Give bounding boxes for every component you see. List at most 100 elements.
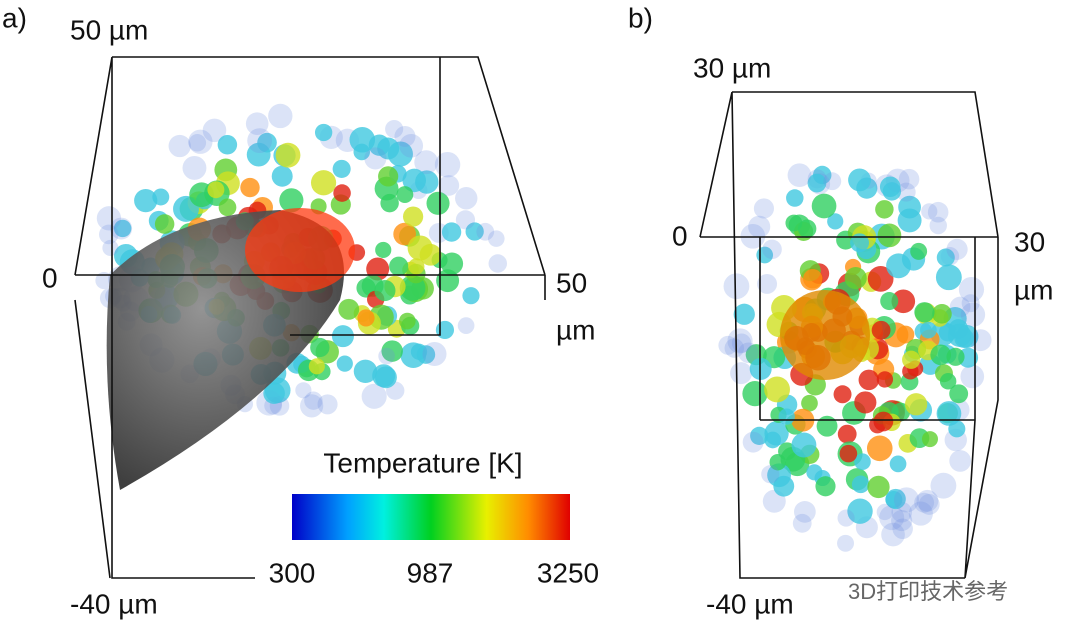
particle (875, 200, 894, 219)
particle (837, 509, 855, 527)
particle (949, 450, 972, 472)
particle (889, 455, 907, 473)
particle (839, 444, 858, 463)
particle (946, 238, 968, 260)
particle (873, 411, 894, 432)
particle (488, 230, 505, 247)
particle (930, 344, 952, 366)
axis-label: µm (1014, 274, 1053, 305)
particle (202, 118, 227, 143)
axis-label: 30 (1014, 226, 1045, 257)
particle (871, 320, 891, 340)
particle (896, 182, 916, 202)
particle (762, 239, 782, 260)
particle (764, 431, 782, 449)
particle (389, 256, 409, 276)
particle (357, 309, 375, 327)
particle (364, 147, 387, 170)
particle (891, 289, 916, 314)
particle (338, 298, 360, 320)
particle (816, 415, 838, 437)
colorbar-label: 300 (269, 557, 316, 588)
particle (851, 475, 870, 494)
particle (182, 156, 207, 180)
particle (935, 264, 962, 291)
particle (99, 224, 119, 245)
particle (921, 203, 938, 220)
colorbar-title: Temperature [K] (323, 447, 522, 478)
particle (854, 453, 871, 471)
particle (96, 206, 122, 231)
particle (893, 487, 920, 513)
particle (154, 214, 175, 234)
particle (393, 222, 416, 246)
particle (961, 294, 980, 313)
particle (876, 503, 894, 521)
particle (279, 188, 304, 213)
particle (801, 394, 818, 412)
particle (245, 112, 269, 135)
particle (402, 168, 427, 193)
particle (718, 335, 738, 355)
particle (958, 276, 985, 303)
particle (949, 384, 969, 404)
particle (932, 304, 952, 324)
particle (372, 364, 396, 388)
particle (396, 186, 414, 204)
particle (333, 184, 351, 202)
watermark: 3D打印技术参考 (848, 579, 1008, 604)
particle (295, 382, 312, 399)
particle (247, 128, 273, 154)
particle (904, 393, 928, 416)
particle (455, 210, 476, 230)
particle (936, 248, 955, 267)
axis-label: 0 (42, 262, 58, 293)
panel-label: b) (628, 2, 653, 33)
particle (349, 126, 376, 153)
particle (880, 292, 899, 311)
particle (850, 233, 870, 253)
particle (385, 119, 404, 139)
particle (742, 431, 764, 453)
particle (724, 338, 745, 358)
particle (408, 258, 425, 275)
particle (920, 321, 937, 339)
particle (902, 350, 921, 369)
particle (908, 501, 933, 526)
particle (876, 371, 894, 388)
particle (332, 159, 351, 178)
particle (930, 472, 957, 499)
axis-label: 0 (672, 220, 688, 251)
panel-label: a) (2, 2, 27, 33)
particle (879, 176, 901, 198)
particle (188, 129, 213, 154)
particle (399, 133, 424, 158)
particle (844, 267, 867, 290)
particle (441, 222, 462, 242)
particle (885, 488, 906, 510)
particle (435, 320, 455, 340)
particle (929, 216, 947, 235)
particle (891, 509, 913, 532)
particle (271, 165, 293, 187)
particle (377, 137, 400, 160)
particle (753, 198, 774, 219)
box-b (699, 91, 999, 579)
particle (310, 337, 330, 358)
particle (317, 394, 338, 415)
particle (767, 463, 791, 488)
particle (785, 214, 803, 232)
particle (866, 435, 893, 462)
particle (769, 453, 786, 471)
particle (414, 150, 439, 175)
particle (833, 385, 852, 404)
colorbar-label: 987 (407, 557, 454, 588)
particle (764, 376, 790, 403)
particle (361, 383, 387, 409)
axis-label: µm (556, 314, 595, 345)
axis-label: -40 µm (706, 588, 794, 619)
particle (422, 342, 447, 367)
particle (300, 394, 324, 418)
particle (488, 254, 508, 273)
